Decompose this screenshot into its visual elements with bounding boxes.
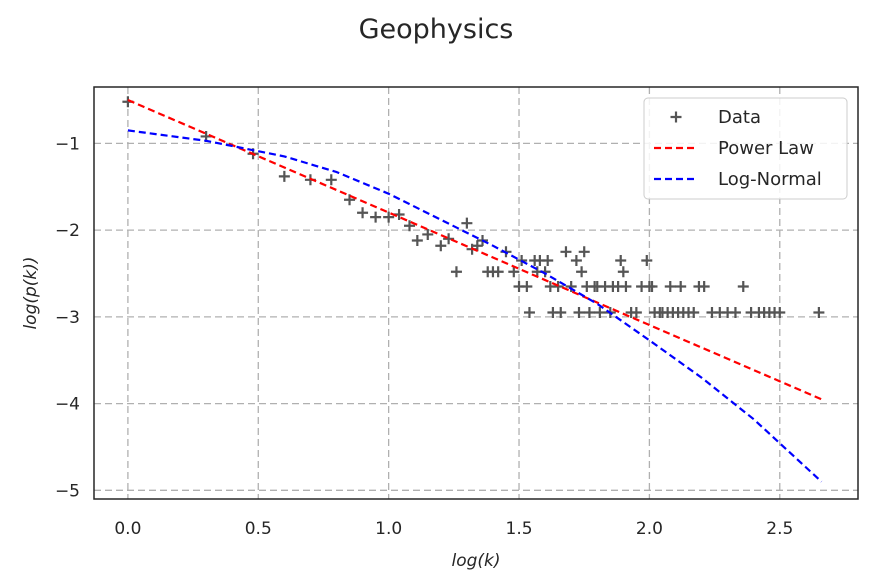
- data-point: [357, 207, 369, 219]
- x-tick-label: 0.0: [114, 519, 141, 539]
- y-tick-label: −4: [55, 395, 80, 415]
- x-tick-label: 1.0: [375, 519, 402, 539]
- x-tick-label: 1.5: [506, 519, 533, 539]
- data-point: [471, 240, 483, 252]
- data-point: [560, 246, 572, 258]
- plot-frame: [93, 86, 859, 500]
- grid: [94, 87, 858, 499]
- series-line-power-law: [127, 98, 822, 401]
- data-point: [646, 280, 658, 292]
- data-point: [630, 307, 642, 319]
- y-axis-ticks: −1 −2 −3 −4 −5: [55, 134, 80, 501]
- data-point: [521, 280, 533, 292]
- data-point: [688, 307, 700, 319]
- x-tick-label: 2.5: [766, 519, 793, 539]
- x-tick-label: 0.5: [245, 519, 272, 539]
- legend-marker-swatch: [670, 111, 682, 123]
- x-axis-label: log(k): [451, 551, 500, 571]
- y-tick-label: −5: [55, 481, 80, 501]
- data-point: [344, 194, 356, 206]
- data-point: [583, 307, 595, 319]
- series-layer: [122, 96, 825, 483]
- data-point: [325, 174, 337, 186]
- data-point: [555, 307, 567, 319]
- data-point: [508, 266, 520, 278]
- data-point: [813, 307, 825, 319]
- legend-label: Data: [718, 107, 761, 128]
- x-tick-label: 2.0: [636, 519, 663, 539]
- data-point: [370, 211, 382, 223]
- y-tick-label: −1: [55, 134, 80, 154]
- legend-box: [643, 97, 848, 200]
- data-point: [383, 211, 395, 223]
- data-point: [641, 254, 653, 266]
- legend-label: Log-Normal: [718, 169, 822, 190]
- legend-label: Power Law: [718, 138, 814, 159]
- data-point: [615, 254, 627, 266]
- data-point: [523, 307, 535, 319]
- data-point: [404, 220, 416, 232]
- data-point: [729, 307, 741, 319]
- data-point: [698, 280, 710, 292]
- series-line-log-normal: [127, 129, 823, 483]
- data-point: [664, 280, 676, 292]
- data-point: [565, 280, 577, 292]
- data-point: [450, 266, 462, 278]
- data-point: [435, 240, 447, 252]
- data-point: [542, 254, 554, 266]
- y-axis-label: log(p(k)): [21, 256, 41, 329]
- data-point: [594, 307, 606, 319]
- legend: Data Power Law Log-Normal: [643, 97, 848, 200]
- data-point: [737, 280, 749, 292]
- y-tick-label: −3: [55, 308, 80, 328]
- y-tick-label: −2: [55, 221, 80, 241]
- data-point: [461, 217, 473, 229]
- data-point: [576, 266, 588, 278]
- data-point: [578, 246, 590, 258]
- data-point: [774, 307, 786, 319]
- data-point: [620, 280, 632, 292]
- data-point: [570, 254, 582, 266]
- data-point: [411, 235, 423, 247]
- data-point: [675, 280, 687, 292]
- x-axis-ticks: 0.0 0.5 1.0 1.5 2.0 2.5: [114, 519, 793, 539]
- data-point: [617, 266, 629, 278]
- chart-title: Geophysics: [359, 14, 514, 45]
- data-point: [573, 307, 585, 319]
- data-point: [492, 266, 504, 278]
- data-point: [422, 228, 434, 240]
- data-point: [278, 170, 290, 182]
